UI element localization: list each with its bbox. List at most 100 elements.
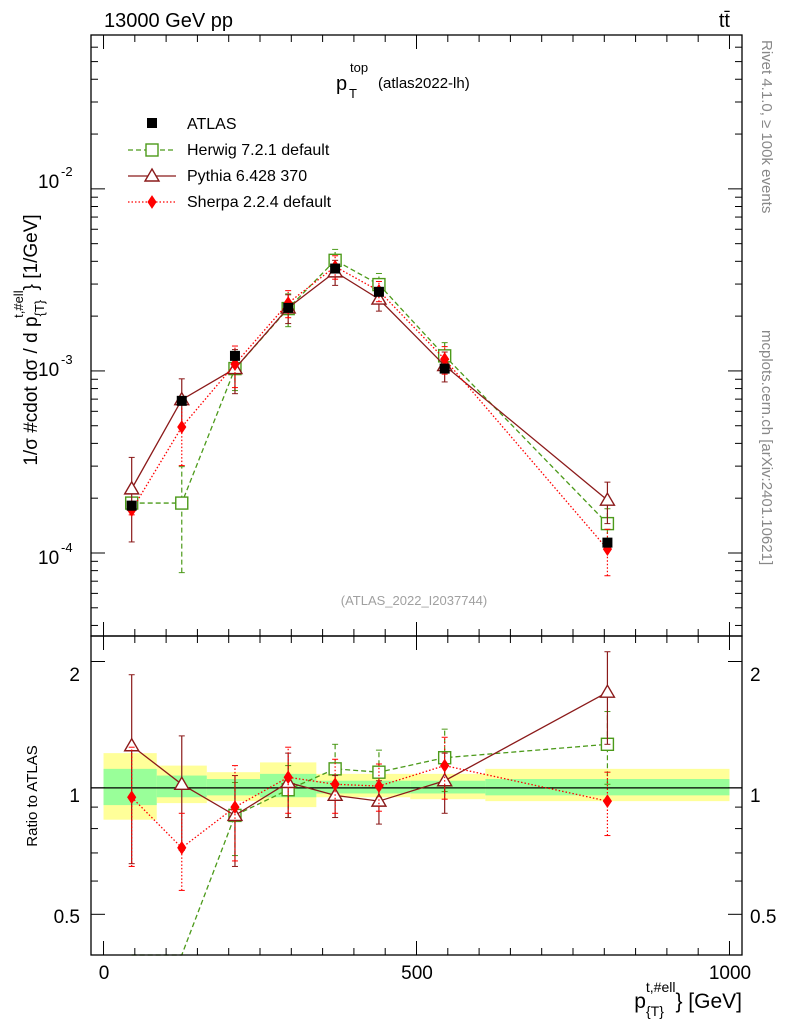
rtick-2-left: 2 xyxy=(69,665,80,686)
title-main: p xyxy=(336,73,347,95)
main-sherpa-line xyxy=(131,265,608,550)
main-sherpa-point-1 xyxy=(177,420,187,434)
xtick-500: 500 xyxy=(401,963,433,984)
ratio-sherpa-point-4 xyxy=(330,777,340,792)
ratio-sherpa-point-1 xyxy=(177,840,187,855)
legend-entry-herwig: Herwig 7.2.1 default xyxy=(128,142,330,159)
legend-entry-sherpa: Sherpa 2.2.4 default xyxy=(128,194,332,211)
ratio-pythia-group xyxy=(123,651,616,867)
legend-marker-atlas xyxy=(147,118,157,128)
main-atlas-group xyxy=(126,263,613,548)
main-panel-series xyxy=(123,248,616,577)
main-pythia-point-0 xyxy=(123,480,140,495)
main-atlas-point-2 xyxy=(229,350,240,361)
title-suffix: (atlas2022-lh) xyxy=(378,75,470,92)
rtick-1-left: 1 xyxy=(69,786,80,807)
main-pythia-group xyxy=(123,259,616,543)
legend-entry-atlas: ATLAS xyxy=(147,116,237,133)
ratio-panel-series xyxy=(123,651,616,956)
ratio-pythia-point-7 xyxy=(599,683,616,698)
ratio-sherpa-group xyxy=(127,736,613,891)
ratio-sherpa-point-0 xyxy=(127,790,137,805)
main-sherpa-point-2 xyxy=(230,357,240,372)
legend-label-pythia: Pythia 6.428 370 xyxy=(187,168,307,185)
main-title: p T top (atlas2022-lh) xyxy=(336,60,470,101)
main-herwig-group xyxy=(124,248,615,574)
xlabel-part-1: p xyxy=(634,990,646,1013)
ratio-y-label: Ratio to ATLAS xyxy=(24,745,41,846)
title-sup: top xyxy=(350,60,368,75)
title-sub: T xyxy=(349,86,357,101)
ratio-herwig-point-4 xyxy=(328,762,342,776)
ratio-sherpa-point-6 xyxy=(440,758,450,773)
ratio-y-tick-labels: 0.5 1 2 0.5 1 2 xyxy=(54,665,777,928)
band-inner-4 xyxy=(316,780,411,794)
rivet-version-label: Rivet 4.1.0, ≥ 100k events xyxy=(758,40,775,213)
main-sherpa-group xyxy=(127,255,613,577)
ylabel-part-1: 1/σ #cdot dσ / d p xyxy=(21,316,42,465)
x-tick-labels: 0 500 1000 xyxy=(99,963,751,984)
mcplots-label: mcplots.cern.ch [arXiv:2401.10621] xyxy=(758,330,775,565)
ratio-herwig-group xyxy=(131,711,615,956)
ytick-1e-4-base: 10 xyxy=(38,548,59,569)
main-pythia-line xyxy=(131,271,608,501)
ratio-pythia-point-1 xyxy=(173,775,190,790)
ratio-sherpa-line xyxy=(131,764,608,849)
ratio-sherpa-point-3 xyxy=(283,770,293,785)
legend-marker-herwig xyxy=(145,143,159,157)
ytick-1e-3-base: 10 xyxy=(38,360,59,381)
ytick-1e-4-exp: -4 xyxy=(61,540,73,555)
ratio-pythia-point-6 xyxy=(436,772,453,787)
rtick-0.5-right: 0.5 xyxy=(750,907,776,928)
ratio-sherpa-point-7 xyxy=(602,794,613,809)
header-right-label: tt̄ xyxy=(719,10,731,32)
main-atlas-point-7 xyxy=(602,537,613,548)
ratio-sherpa-point-5 xyxy=(374,779,384,793)
x-axis-label: p{T} t,#ell} [GeV] xyxy=(634,979,742,1019)
band-inner-2 xyxy=(206,778,261,796)
main-atlas-point-3 xyxy=(283,302,294,313)
legend-marker-pythia xyxy=(143,167,161,182)
analysis-watermark: (ATLAS_2022_I2037744) xyxy=(341,593,487,608)
xlabel-part-4: } [GeV] xyxy=(675,990,742,1013)
ylabel-part-2: {T} xyxy=(32,299,47,316)
main-y-label: 1/σ #cdot dσ / d p{T} t,#ell} [1/GeV] xyxy=(11,214,47,465)
legend-marker-sherpa xyxy=(147,195,157,209)
rtick-2-right: 2 xyxy=(750,665,761,686)
svg-text:1/σ #cdot dσ / d p{T}t,#ell} [: 1/σ #cdot dσ / d p{T} t,#ell} [1/GeV] xyxy=(11,214,47,465)
legend-entry-pythia: Pythia 6.428 370 xyxy=(128,167,307,185)
legend-label-sherpa: Sherpa 2.2.4 default xyxy=(187,194,332,211)
band-inner-5 xyxy=(410,780,486,794)
main-y-tick-labels: 10 -4 10 -3 10 -2 xyxy=(38,164,73,569)
main-atlas-point-4 xyxy=(330,263,341,274)
main-herwig-line xyxy=(131,259,608,525)
main-atlas-point-6 xyxy=(439,363,450,374)
main-atlas-point-5 xyxy=(373,286,384,297)
legend-label-herwig: Herwig 7.2.1 default xyxy=(187,142,330,159)
ratio-pythia-point-0 xyxy=(123,737,140,752)
ytick-1e-3-exp: -3 xyxy=(61,352,73,367)
xlabel-part-3: t,#ell xyxy=(646,979,676,995)
ratio-herwig-line xyxy=(131,743,608,956)
main-herwig-point-1 xyxy=(175,496,189,510)
legend-label-atlas: ATLAS xyxy=(187,116,237,133)
xtick-0: 0 xyxy=(99,963,110,984)
rtick-0.5-left: 0.5 xyxy=(54,907,80,928)
main-pythia-point-7 xyxy=(599,491,616,506)
band-inner-6 xyxy=(485,778,730,796)
ytick-1e-2-base: 10 xyxy=(38,172,59,193)
ylabel-part-4: } [1/GeV] xyxy=(21,214,42,290)
ytick-1e-2-exp: -2 xyxy=(61,164,73,179)
xtick-1000: 1000 xyxy=(709,963,751,984)
main-atlas-point-0 xyxy=(126,500,137,511)
ratio-sherpa-point-2 xyxy=(230,800,240,815)
legend: ATLAS Herwig 7.2.1 default Pythia 6.428 … xyxy=(128,116,332,211)
ylabel-part-3: t,#ell xyxy=(11,290,26,318)
xlabel-part-2: {T} xyxy=(646,1003,664,1019)
header-left-label: 13000 GeV pp xyxy=(104,10,233,32)
ratio-pythia-line xyxy=(131,691,608,817)
svg-text:p{T}t,#ell} [GeV]: p{T} t,#ell} [GeV] xyxy=(634,979,742,1019)
rtick-1-right: 1 xyxy=(750,786,761,807)
axis-ticks xyxy=(91,34,742,955)
